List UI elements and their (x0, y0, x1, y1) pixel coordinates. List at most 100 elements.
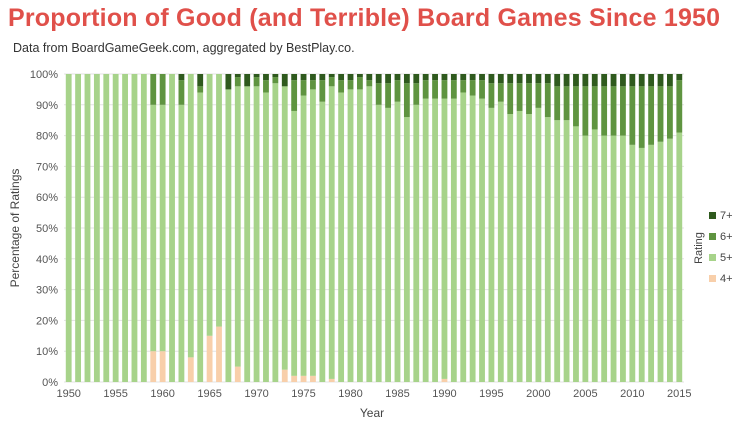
bar-segment (676, 132, 683, 382)
bar-segment (441, 80, 448, 99)
bar-segment (648, 74, 655, 87)
bar-segment (385, 107, 392, 382)
bar-segment (244, 86, 251, 382)
bar-segment (356, 74, 363, 78)
bar-segment (394, 80, 401, 102)
bar-segment (638, 74, 645, 87)
legend-swatch (709, 233, 716, 240)
bar-segment (253, 77, 260, 87)
y-axis-ticks: 0% 10% 20% 30% 40% 50% 60% 70% 80% 90% 100% (30, 69, 58, 389)
bar-segment (573, 86, 579, 127)
bar-segment (657, 86, 664, 142)
bar-segment (300, 95, 307, 376)
bar-segment (422, 74, 429, 81)
chart-subtitle: Data from BoardGameGeek.com, aggregated … (13, 41, 355, 55)
bar-segment (300, 80, 307, 96)
bar-segment (544, 83, 551, 118)
bar-segment (140, 74, 147, 382)
bar-segment (310, 89, 316, 376)
bar-segment (385, 83, 392, 108)
y-tick-label: 0% (42, 377, 58, 389)
bar-segment (291, 80, 298, 111)
bar-segment (178, 74, 185, 81)
x-tick-label: 1955 (103, 388, 127, 400)
bar-segment (479, 80, 485, 99)
bar-segment (469, 74, 476, 81)
legend-swatch (709, 275, 716, 282)
bar-segment (563, 86, 570, 121)
bar-segment (573, 126, 579, 382)
bar-segment (591, 74, 598, 87)
bar-segment (620, 74, 626, 87)
bar-segment (150, 104, 157, 352)
bar-segment (159, 351, 166, 382)
legend-title: Rating (693, 232, 705, 264)
x-tick-label: 2010 (620, 388, 644, 400)
bar-segment (413, 104, 420, 383)
bar-segment (394, 101, 401, 382)
bar-segment (187, 357, 194, 382)
bar-segment (263, 92, 269, 382)
bar-segment (253, 86, 260, 382)
bar-segment (450, 80, 457, 99)
bar-segment (535, 74, 542, 84)
bar-segment (319, 101, 326, 382)
bar-segment (488, 83, 495, 108)
bar-segment (638, 147, 645, 382)
bar-segment (497, 83, 504, 102)
bar-segment (582, 86, 589, 136)
x-tick-label: 1965 (197, 388, 221, 400)
bar-segment (272, 77, 279, 84)
bar-segment (263, 74, 269, 81)
bar-segment (403, 117, 410, 383)
bar-segment (272, 83, 279, 383)
bar-segment (150, 74, 157, 105)
bar-segment (488, 74, 495, 84)
bar-segment (563, 120, 570, 382)
bar-segment (338, 74, 345, 81)
bar-segment (159, 104, 166, 352)
bar-segment (610, 135, 617, 382)
x-tick-label: 1995 (479, 388, 503, 400)
x-tick-label: 2000 (526, 388, 550, 400)
legend-label: 4+ (720, 273, 733, 285)
bar-segment (216, 326, 222, 382)
bar-segment (516, 83, 523, 111)
bar-segment (516, 74, 523, 84)
bar-segment (197, 74, 204, 87)
bar-segment (422, 80, 429, 99)
bar-segment (526, 114, 532, 382)
bar-segment (178, 80, 185, 105)
bar-segment (75, 74, 82, 382)
bar-segment (657, 74, 664, 87)
bar-segment (610, 74, 617, 87)
bar-segment (507, 83, 514, 115)
y-tick-label: 20% (36, 315, 58, 327)
bar-segment (526, 83, 532, 115)
bar-segment (356, 89, 363, 383)
bar-segment (103, 74, 110, 382)
bar-segment (554, 74, 561, 87)
bar-segment (93, 74, 100, 382)
y-tick-label: 50% (36, 223, 58, 235)
bar-segment (291, 74, 298, 81)
bar-segment (216, 74, 222, 327)
bar-segment (450, 98, 457, 382)
bar-segment (234, 366, 241, 382)
bar-segment (676, 74, 683, 81)
bar-segment (197, 92, 204, 382)
bar-segment (544, 117, 551, 383)
bar-segment (356, 77, 363, 90)
bar-segment (375, 83, 382, 105)
bar-segment (582, 74, 589, 87)
bar-segment (666, 86, 673, 139)
legend-label: 7+ (720, 210, 733, 222)
bar-segment (403, 83, 410, 118)
bar-segment (441, 98, 448, 379)
bar-segment (403, 74, 410, 84)
y-axis-label: Percentage of Ratings (8, 169, 22, 288)
x-tick-label: 1970 (244, 388, 268, 400)
bar-segment (310, 375, 316, 382)
bar-segment (131, 74, 138, 382)
